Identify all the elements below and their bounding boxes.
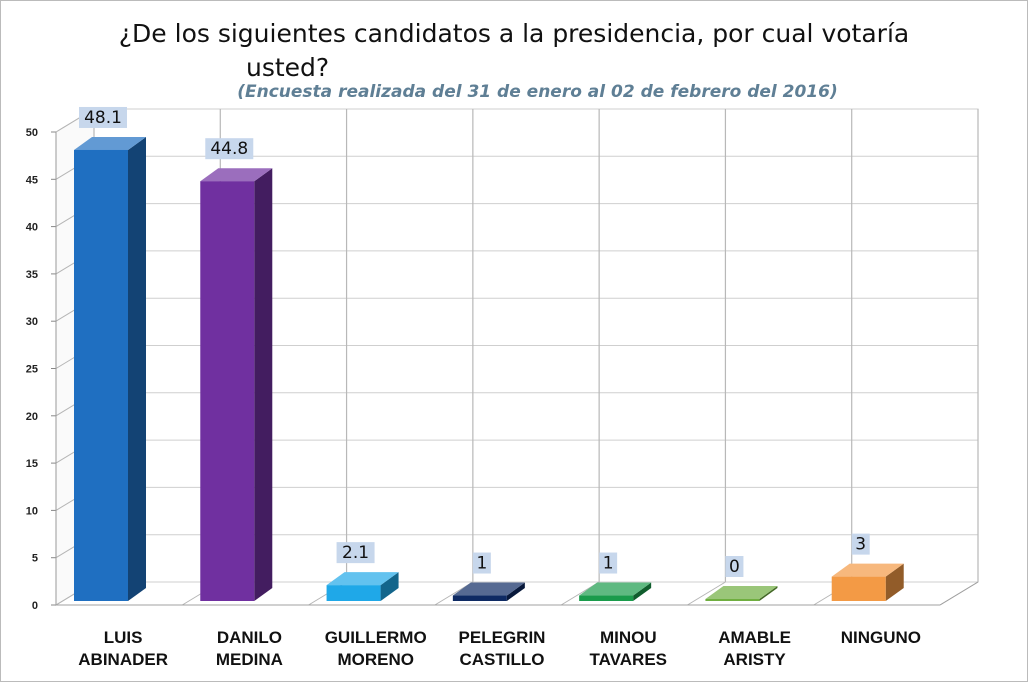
data-label: 3 — [855, 535, 866, 555]
y-tick-label: 0 — [32, 600, 38, 612]
data-label: 2.1 — [342, 543, 369, 563]
y-tick-label: 10 — [26, 505, 38, 517]
floor-divider — [687, 581, 726, 606]
category-label: DANILO — [217, 628, 282, 647]
bar — [326, 585, 381, 601]
data-label-box — [79, 106, 127, 128]
bar-top — [579, 582, 652, 596]
data-label-box — [472, 552, 491, 574]
bar-side — [885, 563, 904, 601]
bar — [74, 149, 128, 601]
y-tick-label: 35 — [26, 269, 38, 281]
bar-side — [759, 586, 778, 601]
data-label: 1 — [476, 554, 487, 574]
y-tick-label: 5 — [32, 553, 38, 565]
y-tick-label: 40 — [26, 222, 38, 234]
bar-side — [506, 582, 525, 601]
category-label: ABINADER — [78, 650, 168, 669]
bar — [200, 181, 255, 601]
data-label-box — [205, 138, 254, 160]
category-label: CASTILLO — [460, 650, 545, 669]
bar — [705, 599, 760, 601]
y-tick-label: 45 — [26, 174, 38, 186]
bar-top — [452, 582, 525, 596]
data-label-box — [599, 552, 618, 574]
y-tick-label: 20 — [26, 411, 38, 423]
y-tick-label: 25 — [26, 364, 38, 376]
category-label: MEDINA — [216, 650, 283, 669]
category-label: AMABLE — [718, 628, 791, 647]
y-tick-label: 30 — [26, 316, 38, 328]
chart-subtitle: (Encuesta realizada del 31 de enero al 0… — [237, 82, 838, 102]
bar-top — [831, 563, 904, 577]
category-label: MINOU — [600, 628, 657, 647]
bar-top — [200, 168, 273, 182]
category-label: PELEGRIN — [459, 628, 546, 647]
category-label: MORENO — [337, 650, 414, 669]
data-label: 1 — [603, 554, 614, 574]
bar-side — [380, 572, 399, 601]
bar-side — [254, 168, 273, 601]
bar-side — [633, 582, 652, 601]
floor-right-edge — [939, 581, 979, 606]
category-label: TAVARES — [590, 650, 667, 669]
category-label: ARISTY — [723, 650, 786, 669]
data-label-box — [725, 556, 744, 577]
bar-top — [74, 136, 146, 150]
bar-top — [705, 586, 778, 599]
data-label: 0 — [729, 557, 740, 577]
bar — [831, 576, 886, 601]
data-label: 48.1 — [84, 108, 122, 128]
chart-title-line2: usted? — [246, 53, 330, 82]
bar — [579, 595, 634, 601]
data-label: 44.8 — [210, 139, 248, 159]
bar-side — [128, 136, 146, 601]
category-label: NINGUNO — [841, 628, 921, 647]
bar-top — [326, 572, 399, 586]
chart-title-line1: ¿De los siguientes candidatos a la presi… — [118, 19, 910, 48]
y-tick-label: 15 — [26, 458, 38, 470]
data-label-box — [851, 533, 870, 555]
category-label: GUILLERMO — [325, 628, 427, 647]
category-label: LUIS — [104, 628, 143, 647]
bar — [452, 595, 507, 601]
y-tick-label: 50 — [26, 127, 38, 139]
data-label-box — [336, 542, 375, 564]
